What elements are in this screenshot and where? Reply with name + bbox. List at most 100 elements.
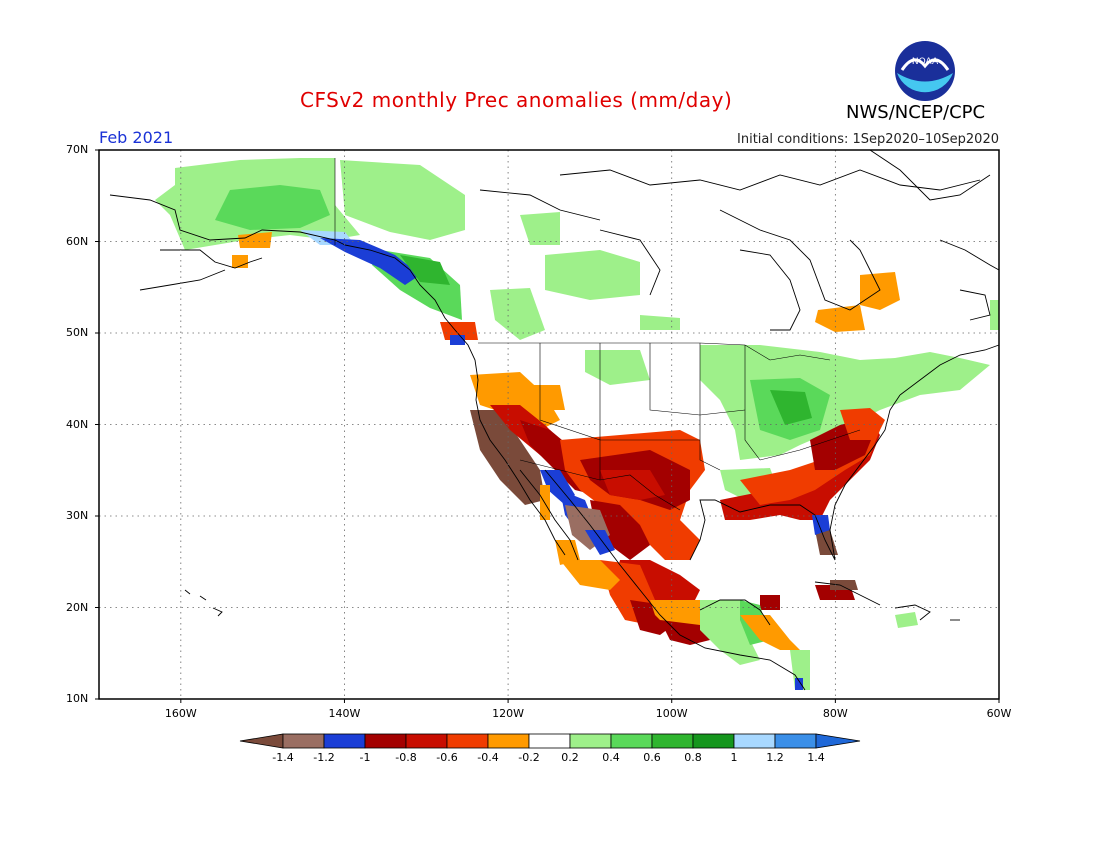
anomaly-region xyxy=(812,515,830,535)
colorbar-label: -0.2 xyxy=(518,751,540,764)
anomaly-region xyxy=(450,335,465,345)
colorbar-label: -1.4 xyxy=(272,751,294,764)
latitude-label: 10N xyxy=(66,692,89,705)
political-border xyxy=(699,343,721,471)
anomaly-region xyxy=(490,288,545,340)
anomaly-region xyxy=(530,385,565,410)
colorbar-label: 0.6 xyxy=(643,751,661,764)
coastline xyxy=(199,595,207,601)
latitude-label: 50N xyxy=(66,326,89,339)
map-title: CFSv2 monthly Prec anomalies (mm/day) xyxy=(300,88,733,112)
longitude-label: 160W xyxy=(164,707,197,720)
initial-conditions: Initial conditions: 1Sep2020–10Sep2020 xyxy=(737,132,999,147)
anomaly-region xyxy=(440,322,478,340)
anomaly-region xyxy=(590,500,650,560)
coastline xyxy=(599,229,661,296)
anomaly-region xyxy=(840,408,885,440)
political-border xyxy=(759,429,861,461)
coastline xyxy=(689,394,901,561)
anomaly-region xyxy=(400,255,450,285)
political-border xyxy=(744,345,761,461)
anomaly-region xyxy=(585,350,650,385)
anomaly-region xyxy=(830,580,858,590)
coastline xyxy=(544,469,806,691)
coastline xyxy=(479,189,601,221)
colorbar-label: 1.4 xyxy=(807,751,825,764)
political-border xyxy=(519,459,681,511)
anomaly-region xyxy=(320,238,420,285)
anomaly-region xyxy=(520,212,560,245)
coastline xyxy=(519,469,579,561)
colorbar-label: -1 xyxy=(359,751,371,764)
coastline xyxy=(939,239,1000,271)
coastlines xyxy=(109,149,1000,691)
organization-label: NWS/NCEP/CPC xyxy=(846,102,986,123)
anomaly-region xyxy=(815,305,865,332)
anomaly-region xyxy=(700,600,760,665)
longitude-label: 80W xyxy=(822,707,848,720)
longitude-label: 60W xyxy=(986,707,1012,720)
longitude-label: 140W xyxy=(328,707,361,720)
colorbar-label: 0.2 xyxy=(561,751,579,764)
anomaly-region xyxy=(640,315,680,330)
anomaly-region xyxy=(795,678,803,690)
map-frame xyxy=(98,149,1000,700)
colorbar-label: -0.6 xyxy=(436,751,458,764)
political-border xyxy=(539,343,601,480)
colorbar-label: 1.2 xyxy=(766,751,784,764)
political-border xyxy=(478,342,771,361)
anomaly-region xyxy=(990,300,999,330)
political-border xyxy=(599,343,700,441)
anomaly-region xyxy=(660,620,710,645)
colorbar-label: 1 xyxy=(730,751,738,764)
political-border xyxy=(649,343,746,416)
anomaly-region xyxy=(470,410,545,505)
anomaly-region xyxy=(238,232,272,248)
latitude-label: 30N xyxy=(66,509,89,522)
coastline xyxy=(959,289,991,321)
latitude-label: 40N xyxy=(66,417,89,431)
noaa-logo: NOAA xyxy=(895,41,955,101)
latitude-label: 60N xyxy=(66,234,89,248)
coastline xyxy=(139,269,226,291)
anomaly-region xyxy=(555,540,580,565)
latitude-label: 20N xyxy=(66,600,89,614)
anomaly-region xyxy=(560,560,620,590)
longitude-label: 120W xyxy=(492,707,525,720)
anomaly-region xyxy=(895,612,918,628)
coastline xyxy=(719,209,881,311)
coastline xyxy=(212,607,223,617)
colorbar-label: 0.4 xyxy=(602,751,620,764)
lat-lon-grid xyxy=(95,149,1000,703)
coastline xyxy=(699,599,771,626)
anomaly-region xyxy=(770,390,812,425)
anomaly-region xyxy=(860,272,900,310)
anomaly-cells xyxy=(155,158,999,690)
anomaly-region xyxy=(740,615,800,650)
coastline xyxy=(739,249,801,331)
coastline xyxy=(109,194,346,246)
colorbar-label: -0.4 xyxy=(477,751,499,764)
colorbar-label: -1.2 xyxy=(313,751,335,764)
forecast-period: Feb 2021 xyxy=(99,128,174,147)
coastline xyxy=(344,244,566,556)
anomaly-region xyxy=(545,250,640,300)
noaa-logo-text: NOAA xyxy=(912,57,939,67)
coastline xyxy=(814,581,881,606)
anomaly-region xyxy=(760,595,780,610)
coastline xyxy=(184,589,191,595)
longitude-label: 100W xyxy=(655,707,688,720)
coastline xyxy=(869,149,991,201)
latitude-label: 70N xyxy=(66,143,89,156)
coastline xyxy=(160,249,263,269)
anomaly-region xyxy=(470,372,560,430)
political-border xyxy=(769,354,831,361)
colorbar-label: -0.8 xyxy=(395,751,417,764)
anomaly-region xyxy=(340,160,465,240)
colorbar-label: 0.8 xyxy=(684,751,702,764)
anomaly-region xyxy=(215,185,330,230)
coastline xyxy=(899,344,1000,396)
coastline xyxy=(894,604,931,621)
coastline xyxy=(559,169,981,191)
